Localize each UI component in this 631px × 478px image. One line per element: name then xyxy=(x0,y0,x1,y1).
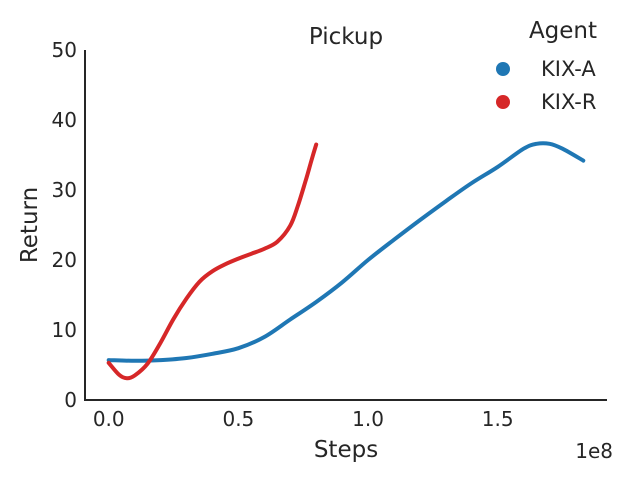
y-tick-label: 0 xyxy=(64,388,77,412)
y-tick-label: 40 xyxy=(51,108,77,132)
plot-lines xyxy=(106,141,586,381)
y-tick-label: 30 xyxy=(51,178,77,202)
y-tick-label: 10 xyxy=(51,318,77,342)
x-tick-label: 0.5 xyxy=(222,407,255,431)
legend-item-label: KIX-R xyxy=(541,89,597,114)
kix-r-marker-icon xyxy=(496,94,510,109)
legend: Agent KIX-A KIX-R xyxy=(486,18,626,118)
x-tick-label: 1.0 xyxy=(352,407,384,431)
kix-a-marker-icon xyxy=(496,61,510,76)
y-tick-label: 20 xyxy=(51,248,77,272)
legend-title: Agent xyxy=(528,18,598,44)
line-kix-r xyxy=(106,142,319,381)
chart-title: Pickup xyxy=(308,24,384,50)
legend-item-kix-a: KIX-A xyxy=(486,52,626,85)
x-tick-label: 1.5 xyxy=(481,407,514,431)
legend-item-kix-r: KIX-R xyxy=(486,85,626,118)
line-kix-a xyxy=(106,141,586,363)
legend-item-label: KIX-A xyxy=(541,56,596,81)
y-tick-label: 50 xyxy=(51,38,77,62)
x-axis-offset-label: 1e8 xyxy=(575,439,613,463)
x-tick-label: 0.0 xyxy=(92,407,125,431)
x-axis-label: Steps xyxy=(313,437,379,463)
